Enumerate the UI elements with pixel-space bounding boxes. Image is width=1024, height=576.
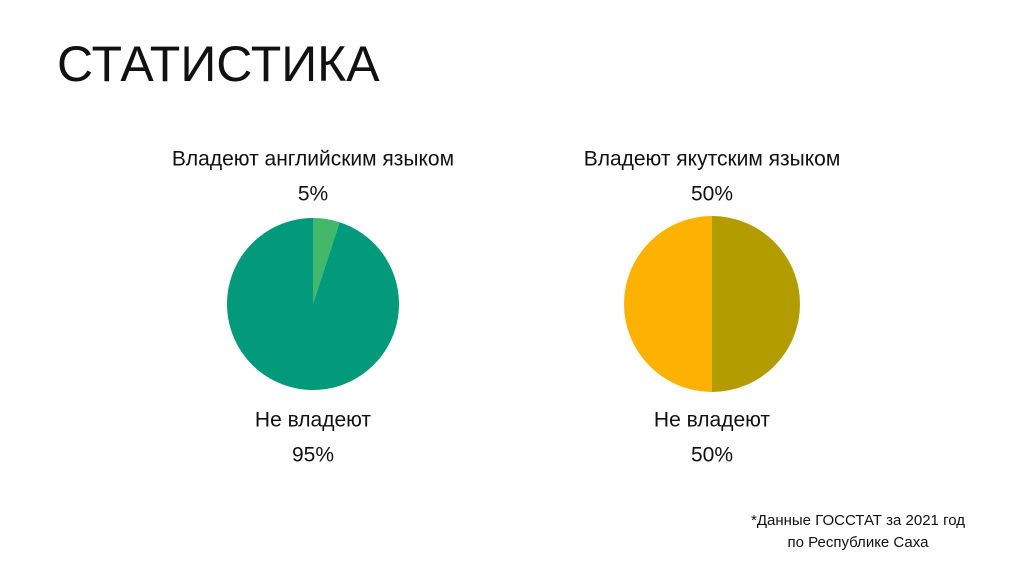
slice-label: Владеют якутским языком [584, 148, 841, 171]
slice-label: Владеют английским языком [172, 148, 454, 171]
slice-value-label: 95% [292, 444, 334, 467]
slice-value-label: 50% [691, 183, 733, 206]
slice-label: Не владеют [255, 409, 372, 432]
slide-title: СТАТИСТИКА [57, 36, 380, 92]
slice-value-label: 50% [691, 444, 733, 467]
pie-slice [624, 216, 712, 392]
slice-value-label: 5% [298, 183, 328, 206]
pie-slice [313, 218, 340, 304]
footnote: по Республике Саха [788, 534, 930, 551]
footnote: *Данные ГОССТАТ за 2021 год [751, 512, 965, 529]
slice-label: Не владеют [654, 409, 771, 432]
pie-slice [712, 216, 800, 392]
pie-slice [227, 218, 399, 390]
